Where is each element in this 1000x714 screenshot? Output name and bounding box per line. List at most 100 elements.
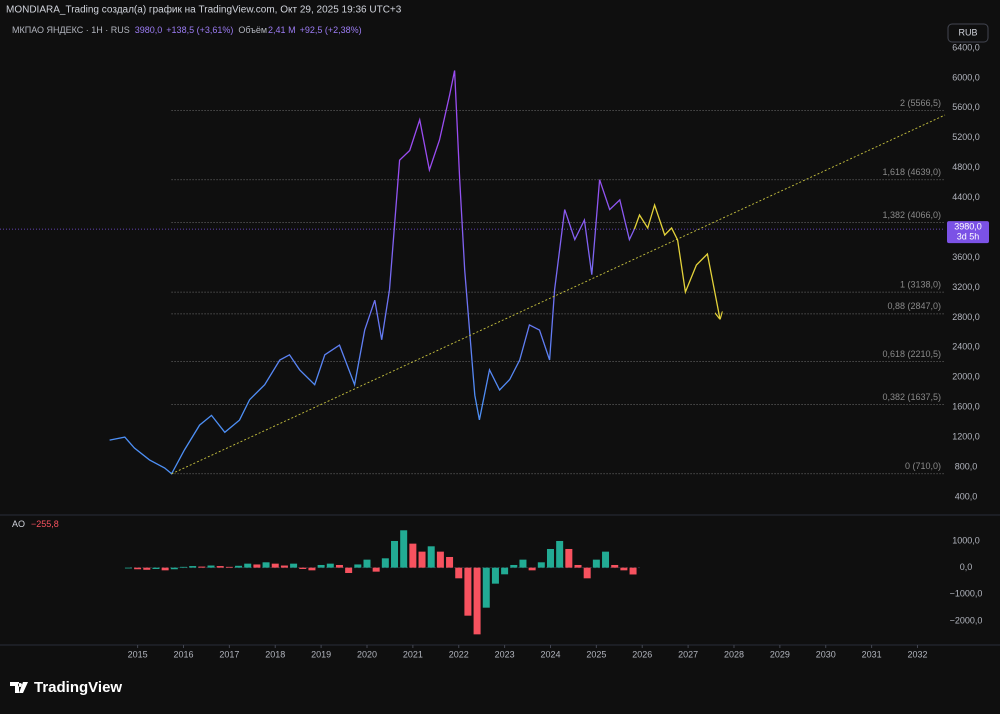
x-tick-label: 2020 bbox=[357, 649, 377, 659]
logo-icon bbox=[10, 682, 28, 693]
ao-bar bbox=[537, 562, 545, 568]
ao-bar bbox=[501, 567, 509, 575]
ao-bar bbox=[363, 559, 371, 568]
ao-bar bbox=[556, 540, 564, 568]
x-tick-label: 2030 bbox=[816, 649, 836, 659]
currency-button[interactable] bbox=[947, 23, 989, 43]
y-tick-label: 2000,0 bbox=[952, 372, 980, 382]
x-tick-label: 2022 bbox=[449, 649, 469, 659]
ao-bar bbox=[482, 567, 490, 608]
ao-bar bbox=[317, 564, 325, 568]
ao-bar bbox=[519, 559, 527, 568]
y-tick-label: 5200,0 bbox=[952, 132, 980, 142]
ao-bar bbox=[134, 567, 142, 570]
ao-bar bbox=[271, 563, 279, 568]
x-tick-label: 2027 bbox=[678, 649, 698, 659]
ao-bar bbox=[455, 567, 463, 579]
legend: МКПАО ЯНДЕКС · 1Н · RUS 3980,0 +138,5 (+3,… bbox=[12, 25, 362, 35]
ao-bar bbox=[299, 567, 307, 569]
ao-bar bbox=[179, 566, 187, 568]
ao-bar bbox=[253, 564, 261, 568]
ao-bar bbox=[381, 558, 389, 568]
currency: RUB bbox=[958, 27, 977, 37]
footer-brand: TradingView bbox=[34, 679, 122, 696]
ao-bar bbox=[290, 563, 298, 568]
y-tick-label: 3200,0 bbox=[952, 282, 980, 292]
ao-bar bbox=[345, 567, 353, 573]
ao-bar bbox=[225, 566, 233, 568]
ao-bar bbox=[354, 564, 362, 568]
volume: 2,41 M bbox=[268, 25, 296, 35]
y-tick-label: −1000,0 bbox=[950, 589, 983, 599]
ao-bar bbox=[592, 559, 600, 568]
price: 3980,0 bbox=[135, 25, 163, 35]
x-tick-label: 2021 bbox=[403, 649, 423, 659]
ao-bar bbox=[308, 567, 316, 571]
credit: MONDIARA_Trading создал(а) график на Tra… bbox=[6, 4, 402, 16]
ao-bar bbox=[207, 565, 215, 568]
ao-bar bbox=[473, 567, 481, 635]
x-tick-label: 2019 bbox=[311, 649, 331, 659]
countdown: 3d 5h bbox=[957, 231, 980, 241]
ao-bar bbox=[602, 551, 610, 568]
last-price-tag bbox=[947, 221, 989, 244]
fib-label: 0,88 (2847,0) bbox=[887, 301, 941, 311]
ao-bar bbox=[546, 548, 554, 568]
x-tick-label: 2032 bbox=[907, 649, 927, 659]
ao-bar bbox=[335, 564, 343, 568]
symbol: МКПАО ЯНДЕКС · 1Н · RUS bbox=[12, 25, 130, 35]
fib-label: 0 (710,0) bbox=[905, 461, 941, 471]
logo: TradingView bbox=[10, 679, 122, 696]
ao-bar bbox=[528, 567, 536, 571]
ao-last: −255,8 bbox=[31, 519, 59, 529]
x-tick-label: 2017 bbox=[219, 649, 239, 659]
ao-title: AO −255,8 bbox=[12, 519, 59, 529]
ao-bar bbox=[400, 530, 408, 568]
y-tick-label: 800,0 bbox=[955, 461, 978, 471]
ao-bar bbox=[436, 551, 444, 568]
ao-bar bbox=[235, 565, 243, 568]
ao-bar bbox=[629, 567, 637, 575]
y-tick-label: 6000,0 bbox=[952, 72, 980, 82]
y-tick-label: 4800,0 bbox=[952, 162, 980, 172]
ao-bar bbox=[170, 567, 178, 570]
ao-bar bbox=[464, 567, 472, 616]
ao-bar bbox=[583, 567, 591, 579]
change: +138,5 (+3,61%) bbox=[166, 25, 233, 35]
fib-label: 0,382 (1637,5) bbox=[882, 392, 941, 402]
x-tick-label: 2023 bbox=[495, 649, 515, 659]
price-line bbox=[109, 70, 635, 475]
x-tick-label: 2016 bbox=[173, 649, 193, 659]
x-tick-label: 2026 bbox=[632, 649, 652, 659]
y-tick-label: 5600,0 bbox=[952, 102, 980, 112]
fib-label: 2 (5566,5) bbox=[900, 98, 941, 108]
fib-label: 1,618 (4639,0) bbox=[882, 167, 941, 177]
ao-bar bbox=[391, 540, 399, 568]
ao-bar bbox=[491, 567, 499, 584]
y-tick-label: 2800,0 bbox=[952, 312, 980, 322]
ao-bar bbox=[124, 567, 132, 569]
last-price-label: 3980,0 bbox=[954, 221, 982, 231]
x-tick-label: 2031 bbox=[862, 649, 882, 659]
y-tick-label: 1600,0 bbox=[952, 402, 980, 412]
x-tick-label: 2029 bbox=[770, 649, 790, 659]
x-tick-label: 2028 bbox=[724, 649, 744, 659]
ao-bar bbox=[565, 548, 573, 568]
y-tick-label: −2000,0 bbox=[950, 615, 983, 625]
y-tick-label: 0,0 bbox=[960, 562, 973, 572]
fib-label: 1,382 (4066,0) bbox=[882, 210, 941, 220]
ao-name: AO bbox=[12, 519, 25, 529]
y-tick-label: 1000,0 bbox=[952, 535, 980, 545]
x-tick-label: 2018 bbox=[265, 649, 285, 659]
y-tick-label: 1200,0 bbox=[952, 431, 980, 441]
ao-bar bbox=[372, 567, 380, 572]
ao-bar bbox=[152, 567, 160, 569]
ao-bar bbox=[409, 543, 417, 568]
ao-bar bbox=[418, 551, 426, 568]
x-tick-label: 2025 bbox=[586, 649, 606, 659]
ao-bar bbox=[244, 563, 252, 568]
fib-label: 0,618 (2210,5) bbox=[882, 349, 941, 359]
ao-bar bbox=[510, 564, 518, 568]
y-tick-label: 2400,0 bbox=[952, 342, 980, 352]
